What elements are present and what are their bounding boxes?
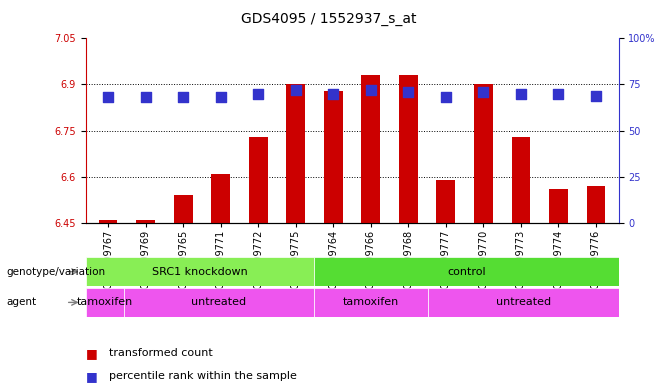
Bar bbox=[99, 220, 117, 223]
Point bbox=[215, 94, 226, 101]
Bar bbox=[428, 288, 619, 317]
Text: GDS4095 / 1552937_s_at: GDS4095 / 1552937_s_at bbox=[241, 12, 417, 25]
Text: transformed count: transformed count bbox=[109, 348, 213, 358]
Bar bbox=[286, 84, 305, 223]
Bar bbox=[86, 257, 314, 286]
Bar bbox=[314, 257, 619, 286]
Text: SRC1 knockdown: SRC1 knockdown bbox=[152, 266, 247, 277]
Text: control: control bbox=[447, 266, 486, 277]
Point bbox=[290, 87, 301, 93]
Point bbox=[516, 91, 526, 97]
Text: ■: ■ bbox=[86, 370, 97, 383]
Point bbox=[478, 89, 489, 95]
Bar bbox=[314, 288, 428, 317]
Point bbox=[553, 91, 564, 97]
Bar bbox=[511, 137, 530, 223]
Bar bbox=[249, 137, 268, 223]
Point bbox=[328, 91, 338, 97]
Point bbox=[591, 93, 601, 99]
Bar bbox=[587, 186, 605, 223]
Bar bbox=[86, 288, 124, 317]
Point bbox=[253, 91, 263, 97]
Bar bbox=[174, 195, 193, 223]
Point bbox=[441, 94, 451, 101]
Bar bbox=[361, 75, 380, 223]
Point bbox=[403, 89, 414, 95]
Text: untreated: untreated bbox=[495, 297, 551, 308]
Bar bbox=[136, 220, 155, 223]
Bar bbox=[474, 84, 493, 223]
Bar bbox=[549, 189, 568, 223]
Bar bbox=[436, 180, 455, 223]
Text: tamoxifen: tamoxifen bbox=[343, 297, 399, 308]
Text: tamoxifen: tamoxifen bbox=[76, 297, 133, 308]
Text: agent: agent bbox=[7, 297, 37, 308]
Bar bbox=[324, 91, 343, 223]
Point bbox=[140, 94, 151, 101]
Bar bbox=[124, 288, 314, 317]
Bar bbox=[399, 75, 418, 223]
Bar bbox=[211, 174, 230, 223]
Point bbox=[366, 87, 376, 93]
Text: percentile rank within the sample: percentile rank within the sample bbox=[109, 371, 297, 381]
Text: genotype/variation: genotype/variation bbox=[7, 266, 106, 277]
Text: ■: ■ bbox=[86, 347, 97, 360]
Point bbox=[178, 94, 188, 101]
Text: untreated: untreated bbox=[191, 297, 246, 308]
Point bbox=[103, 94, 113, 101]
